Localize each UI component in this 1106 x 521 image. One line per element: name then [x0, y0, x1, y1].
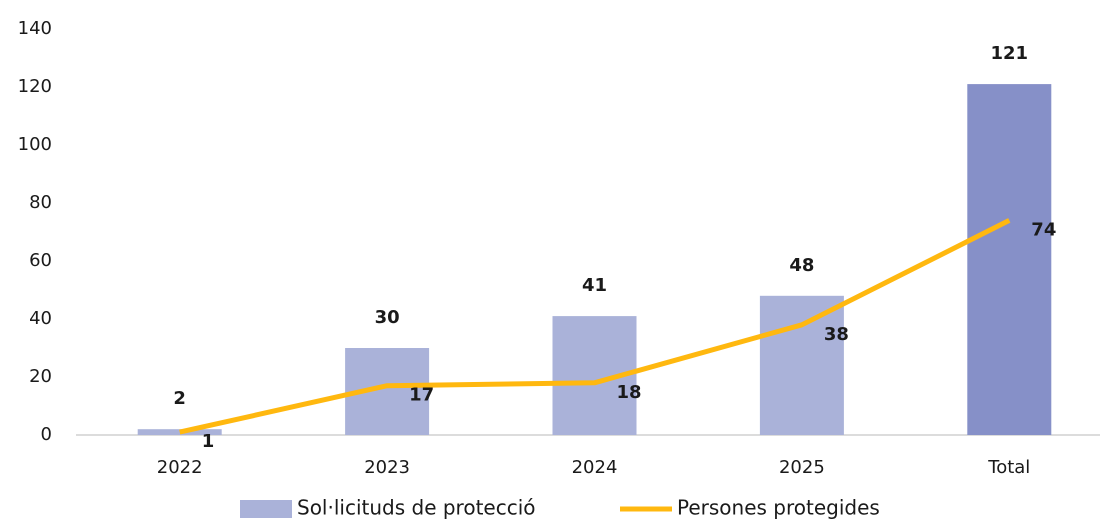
x-tick-label: 2025 [779, 457, 825, 478]
data-label: 17 [409, 385, 434, 406]
data-label: 30 [375, 307, 400, 328]
data-label: 38 [824, 324, 849, 345]
data-label: 121 [991, 43, 1029, 64]
bar [967, 84, 1052, 435]
y-tick-label: 0 [41, 424, 52, 445]
data-label: 18 [617, 382, 642, 403]
data-label: 41 [582, 275, 607, 296]
y-tick-label: 60 [29, 250, 52, 271]
legend-label: Sol·licituds de protecció [297, 496, 536, 520]
x-tick-label: Total [987, 457, 1030, 478]
y-tick-label: 100 [18, 134, 52, 155]
y-tick-label: 80 [29, 192, 52, 213]
legend-label: Persones protegides [677, 496, 880, 520]
y-tick-label: 120 [18, 76, 52, 97]
x-tick-label: 2023 [364, 457, 410, 478]
y-tick-label: 140 [18, 18, 52, 39]
line [179, 218, 1011, 435]
data-label: 74 [1031, 219, 1056, 240]
y-tick-label: 20 [29, 366, 52, 387]
bar [759, 295, 844, 435]
x-tick-label: 2024 [572, 457, 618, 478]
legend-swatch [240, 500, 292, 518]
y-tick-label: 40 [29, 308, 52, 329]
data-label: 2 [173, 388, 186, 409]
data-label: 48 [789, 255, 814, 276]
data-label: 1 [202, 431, 215, 452]
x-tick-label: 2022 [157, 457, 203, 478]
